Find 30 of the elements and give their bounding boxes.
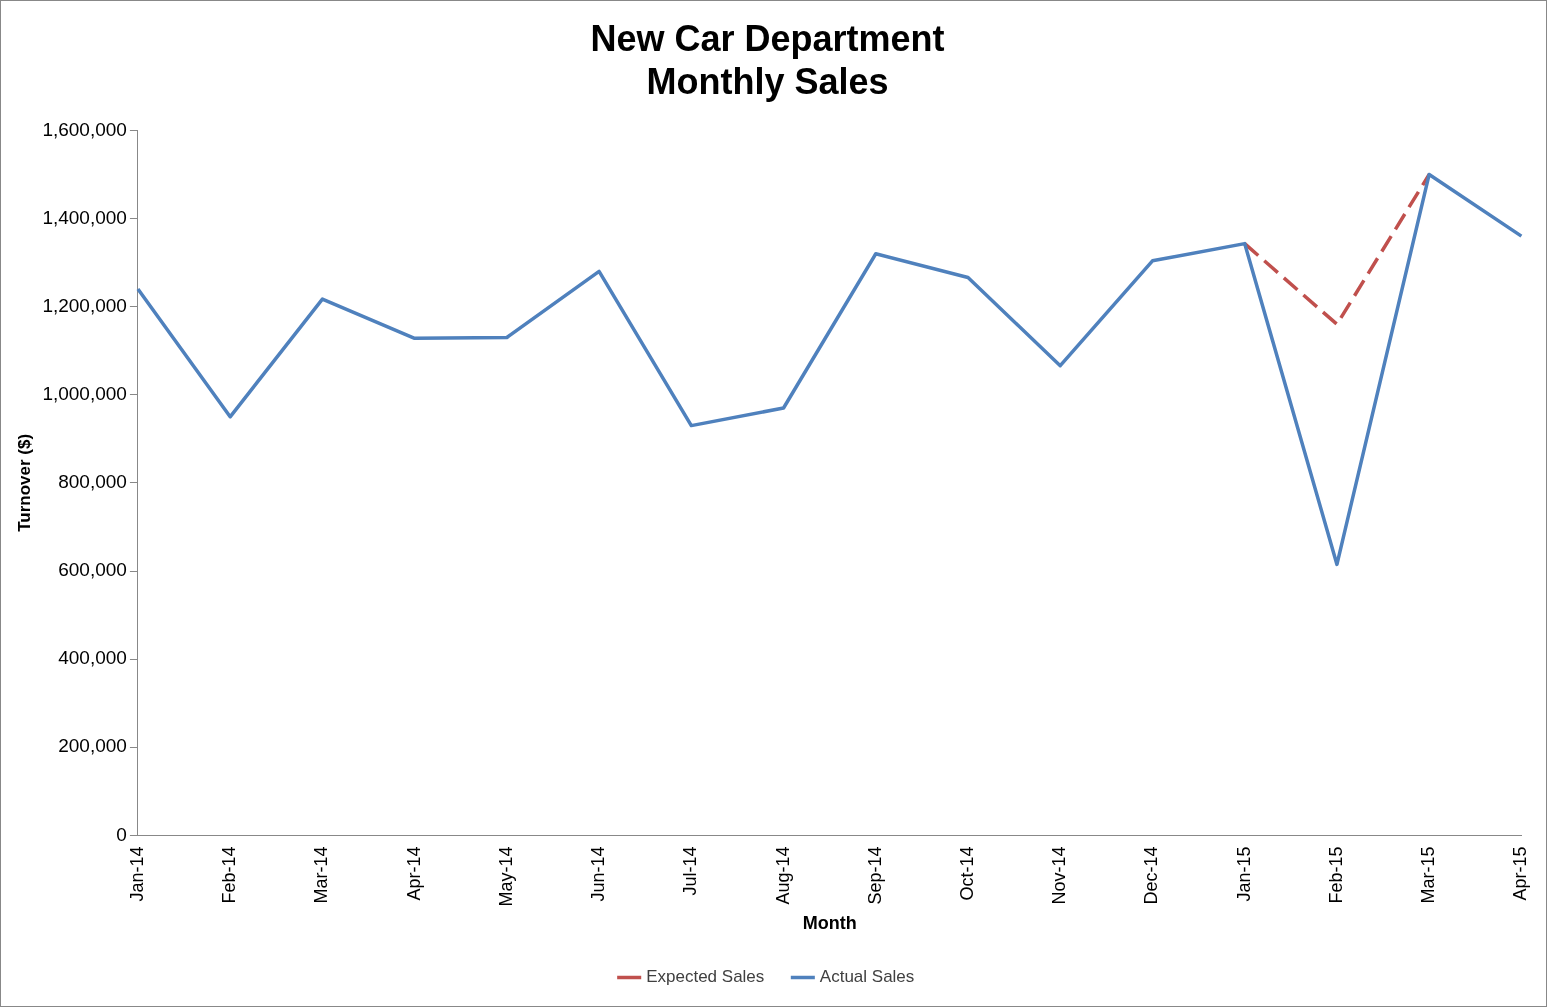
x-tick-label: Jul-14 xyxy=(680,846,701,896)
x-tick-label: Sep-14 xyxy=(864,846,885,905)
x-tick-label: Mar-15 xyxy=(1418,846,1439,904)
x-tick-label: May-14 xyxy=(495,846,516,907)
y-tick-label: 1,400,000 xyxy=(42,206,127,228)
y-tick-label: 1,600,000 xyxy=(42,118,127,140)
x-tick-label: Nov-14 xyxy=(1049,846,1070,905)
y-axis-title: Turnover ($) xyxy=(14,433,34,532)
x-tick-label: Jan-14 xyxy=(126,846,147,902)
x-tick-label: Mar-14 xyxy=(311,846,332,904)
y-tick-label: 600,000 xyxy=(58,559,127,581)
y-tick-label: 1,000,000 xyxy=(42,383,127,404)
y-tick-label: 800,000 xyxy=(58,471,127,493)
chart-title: New Car Department Monthly Sales xyxy=(590,17,945,102)
x-tick-label: Aug-14 xyxy=(772,846,793,905)
x-tick-label: Jan-15 xyxy=(1233,846,1254,902)
legend-label: Expected Sales xyxy=(646,967,765,987)
x-tick-label: Jun-14 xyxy=(588,846,609,902)
x-tick-label: Feb-14 xyxy=(219,846,240,904)
y-tick-label: 200,000 xyxy=(58,735,127,757)
legend-label: Actual Sales xyxy=(819,967,915,987)
x-axis-title: Month xyxy=(802,913,857,934)
y-tick-label: 0 xyxy=(116,823,127,845)
x-tick-label: Apr-14 xyxy=(403,846,424,901)
x-tick-label: Feb-15 xyxy=(1325,846,1346,904)
y-tick-label: 400,000 xyxy=(58,647,127,669)
x-tick-label: Oct-14 xyxy=(956,846,977,901)
x-tick-label: Dec-14 xyxy=(1141,846,1162,905)
y-tick-label: 1,200,000 xyxy=(42,294,127,316)
x-tick-label: Apr-15 xyxy=(1510,846,1531,901)
